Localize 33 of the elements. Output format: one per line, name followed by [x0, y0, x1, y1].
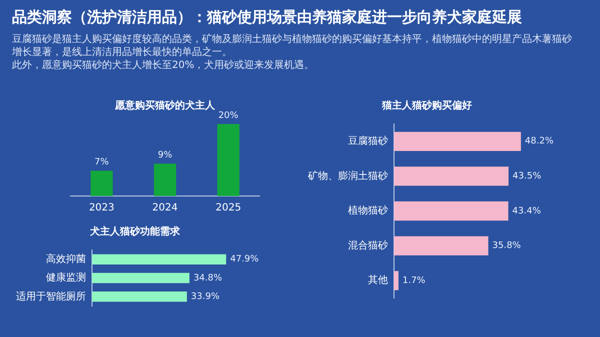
y-tick-label: 其他 — [368, 274, 388, 286]
y-tick-label: 混合猫砂 — [348, 239, 388, 252]
text: 豆腐猫砂是猫主人购买偏好度较高的品类，矿物及膨润土猫砂与植物猫砂的购买偏好基本持平，植物猫砂中的明星产品木薯猫砂增长显著，是线上清洁用品增长最快的单品之一。 — [12, 33, 572, 59]
chart-title: 犬主人猫砂功能需求 — [89, 226, 181, 238]
data-label: 7% — [94, 158, 110, 168]
data-label: 43.4% — [512, 206, 542, 216]
data-label: 9% — [158, 150, 173, 160]
bar — [394, 236, 488, 256]
data-label: 34.8% — [193, 273, 222, 284]
chart-title: 猫主人猫砂购买偏好 — [381, 100, 472, 112]
x-tick-label: 2023 — [88, 202, 114, 214]
x-tick-label: 2025 — [216, 202, 242, 214]
text: 此外，愿意购买猫砂的犬主人增长至20%，犬用砂或迎来发展机遇。 — [12, 59, 316, 72]
chart-title: 愿意购买猫砂的犬主人 — [114, 100, 216, 112]
y-tick-label: 植物猫砂 — [348, 204, 388, 217]
text: 品类洞察（洗护清洁用品）：猫砂使用场景由养猫家庭进一步向养犬家庭延展 — [12, 8, 523, 27]
bar — [394, 201, 508, 221]
bar — [394, 132, 521, 151]
data-label: 48.2% — [524, 136, 554, 147]
y-tick-label: 健康监测 — [46, 272, 86, 284]
y-tick-label: 矿物、膨润土猫砂 — [307, 170, 388, 182]
data-label: 47.9% — [230, 254, 260, 265]
y-tick-label: 高效抑菌 — [46, 252, 86, 265]
y-tick-label: 豆腐猫砂 — [348, 134, 388, 147]
data-label: 35.8% — [492, 241, 522, 252]
data-label: 43.5% — [512, 172, 542, 182]
data-label: 20% — [218, 110, 239, 121]
data-label: 1.7% — [402, 276, 426, 286]
bar — [394, 271, 398, 290]
bar — [394, 166, 509, 186]
data-label: 33.9% — [190, 292, 220, 302]
x-tick-label: 2024 — [152, 202, 178, 214]
y-tick-label: 适用于智能厕所 — [16, 290, 86, 302]
